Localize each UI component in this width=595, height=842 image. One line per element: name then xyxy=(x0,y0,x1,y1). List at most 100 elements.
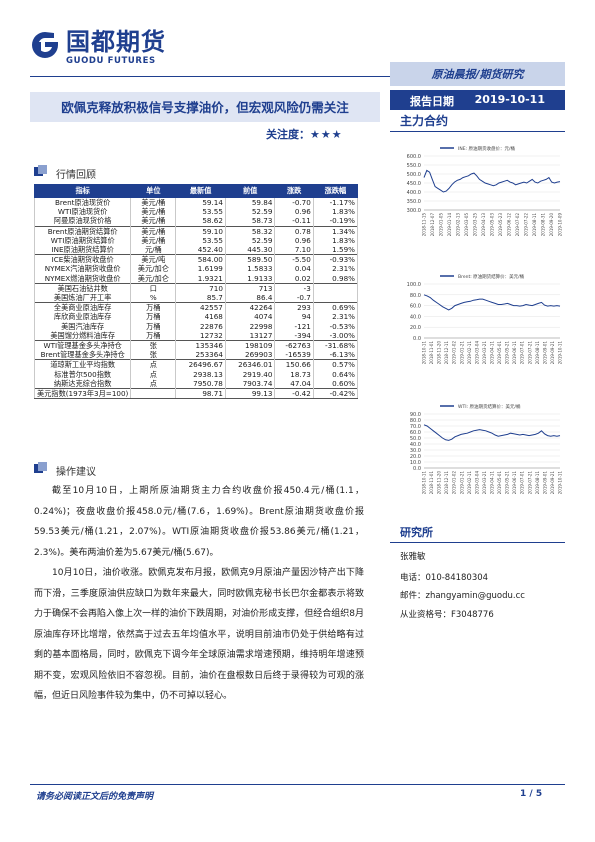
logo-text-cn: 国都期货 xyxy=(66,28,166,56)
table-cell: -121 xyxy=(274,321,314,331)
series-line xyxy=(423,169,561,193)
main-contract-heading: 主力合约 xyxy=(400,114,449,128)
table-cell: 445.30 xyxy=(224,245,276,255)
table-cell: 标准普尔500指数 xyxy=(33,369,132,379)
table-cell xyxy=(130,388,177,400)
x-tick-label: 2019-06-11 xyxy=(512,471,517,495)
analyst-phone: 电话：010-84180304 xyxy=(400,573,489,583)
analyst-email[interactable]: 邮件：zhangyamin@guodu.cc xyxy=(400,591,525,601)
table-cell: 52.59 xyxy=(224,235,276,246)
table-cell: NYMEX燃油期货收盘价 xyxy=(33,273,132,284)
y-tick-label: 40.0 xyxy=(410,314,421,320)
table-cell: 万桶 xyxy=(130,330,177,341)
table-cell: % xyxy=(130,293,177,303)
y-tick-label: 450.0 xyxy=(407,181,421,187)
table-cell: NYMEX汽油期货收盘价 xyxy=(33,264,132,274)
table-cell: 张 xyxy=(130,340,177,351)
table-header-cell: 涨跌 xyxy=(274,184,314,198)
table-cell: -394 xyxy=(274,330,314,341)
table-row: WTI管理基金多头净持仓张 135346 198109 -62763 -31.68% xyxy=(33,340,359,351)
main-contract-divider xyxy=(390,131,565,132)
table-row: 库欣商业原油库存 万桶 4168 4074 94 2.31% xyxy=(33,312,359,322)
y-tick-label: 90.0 xyxy=(410,412,421,418)
table-cell: 22876 xyxy=(175,321,226,331)
report-type-banner: 原油晨报/期货研究 xyxy=(390,62,565,86)
table-cell: WTI管理基金多头净持仓 xyxy=(33,340,132,351)
table-cell: -0.93% xyxy=(312,254,359,265)
table-row: NYMEX燃油期货收盘价 美元/加仑 1.9321 1.9133 0.02 0.98% xyxy=(33,273,359,284)
footer-divider xyxy=(30,784,565,785)
report-title: 欧佩克释放积极信号支撑油价，但宏观风险仍需关注 xyxy=(61,99,349,115)
y-tick-label: 0.0 xyxy=(413,336,421,342)
x-tick-label: 2019-09-21 xyxy=(550,471,555,495)
x-tick-label: 2019-07-22 xyxy=(524,213,529,237)
table-cell: 美元/桶 xyxy=(130,207,177,217)
table-row: 标准普尔500指数点 2938.13 2919.40 18.73 0.64% xyxy=(33,369,359,379)
table-cell: 135346 xyxy=(175,340,226,351)
x-tick-label: 2019-07-21 xyxy=(527,341,532,365)
table-header-row: 指标 单位 最新值 前值 涨跌 涨跌幅 xyxy=(33,184,359,198)
table-cell: 2.31% xyxy=(312,312,359,322)
x-tick-label: 2019-08-11 xyxy=(535,471,540,495)
x-tick-label: 2019-05-03 xyxy=(490,213,495,237)
y-tick-label: 30.0 xyxy=(410,448,421,454)
table-row: 美国汽油库存 万桶 22876 22998 -121 -0.53% xyxy=(33,321,359,331)
x-tick-label: 2019-01-05 xyxy=(439,213,444,237)
y-tick-label: 60.0 xyxy=(410,430,421,436)
section-bullet-icon xyxy=(34,462,47,473)
table-cell: 1.6199 xyxy=(175,264,226,274)
table-cell: -5.50 xyxy=(274,254,314,265)
y-tick-label: 80.0 xyxy=(410,293,421,299)
x-tick-label: 2019-05-23 xyxy=(498,213,503,237)
header-divider xyxy=(30,76,565,77)
x-tick-label: 2019-07-02 xyxy=(515,213,520,237)
table-cell: 59.10 xyxy=(175,225,226,236)
table-cell: 713 xyxy=(224,282,276,294)
table-cell: 0.57% xyxy=(312,359,359,370)
research-divider xyxy=(390,542,565,543)
x-tick-label: 2019-07-01 xyxy=(520,471,525,495)
x-tick-label: 2019-01-21 xyxy=(459,471,464,495)
table-cell: 26346.01 xyxy=(224,359,276,370)
table-cell: 万桶 xyxy=(130,312,177,322)
table-cell: 1.34% xyxy=(312,225,359,236)
attention-rating: 关注度：★★★ xyxy=(266,126,343,142)
table-cell: -31.68% xyxy=(312,340,359,351)
table-cell: 元/桶 xyxy=(130,245,177,255)
table-cell: 2.31% xyxy=(312,264,359,274)
x-tick-label: 2019-04-11 xyxy=(490,471,495,495)
table-cell: 万桶 xyxy=(130,302,177,313)
table-cell: Brent原油现货价 xyxy=(33,197,132,208)
table-cell: 美元/加仑 xyxy=(130,264,177,274)
table-cell: -0.42% xyxy=(312,388,359,400)
table-cell: INE原油期货结算价 xyxy=(33,245,132,255)
table-row: 美国石油钻井数口 710 713 -3 xyxy=(33,282,359,294)
table-cell: -0.42 xyxy=(274,388,314,400)
table-header-cell: 单位 xyxy=(130,184,177,198)
y-tick-label: 70.0 xyxy=(410,424,421,430)
table-cell: 点 xyxy=(130,369,177,379)
table-header-cell: 前值 xyxy=(224,184,276,198)
x-tick-label: 2019-01-02 xyxy=(452,471,457,495)
y-tick-label: 500.0 xyxy=(407,172,421,178)
ine-crude-futures-chart: INE: 原油期货收盘价：元/桶 600.0 550.0 500.0 450.0 400.… xyxy=(407,145,563,237)
x-tick-label: 2019-07-21 xyxy=(527,471,532,495)
table-cell: -62763 xyxy=(274,340,314,351)
table-cell: 库欣商业原油库存 xyxy=(33,312,132,322)
table-cell: -6.13% xyxy=(312,350,359,360)
logo-icon xyxy=(32,32,58,58)
table-cell: 点 xyxy=(130,378,177,389)
table-cell: 150.66 xyxy=(274,359,314,370)
series-line xyxy=(423,424,561,441)
paragraph-1: 截至10月10日，上期所原油期货主力合约收盘价报450.4元/桶(1.1，0.2… xyxy=(34,486,364,558)
table-cell: 53.55 xyxy=(175,235,226,246)
legend-label: INE: 原油期货收盘价：元/桶 xyxy=(458,145,515,152)
table-cell: 94 xyxy=(274,312,314,322)
table-cell: -16539 xyxy=(274,350,314,360)
table-cell: 7903.74 xyxy=(224,378,276,389)
table-cell: 美元/桶 xyxy=(130,235,177,246)
legend-label: WTI: 原油期货结算价：美元/桶 xyxy=(458,403,521,410)
table-row: 道琼斯工业平均指数点 26496.67 26346.01 150.66 0.57% xyxy=(33,359,359,370)
table-row: 阿曼原油现货价格 美元/桶 58.62 58.73 -0.11 -0.19% xyxy=(33,216,359,227)
table-cell: 12732 xyxy=(175,330,226,341)
